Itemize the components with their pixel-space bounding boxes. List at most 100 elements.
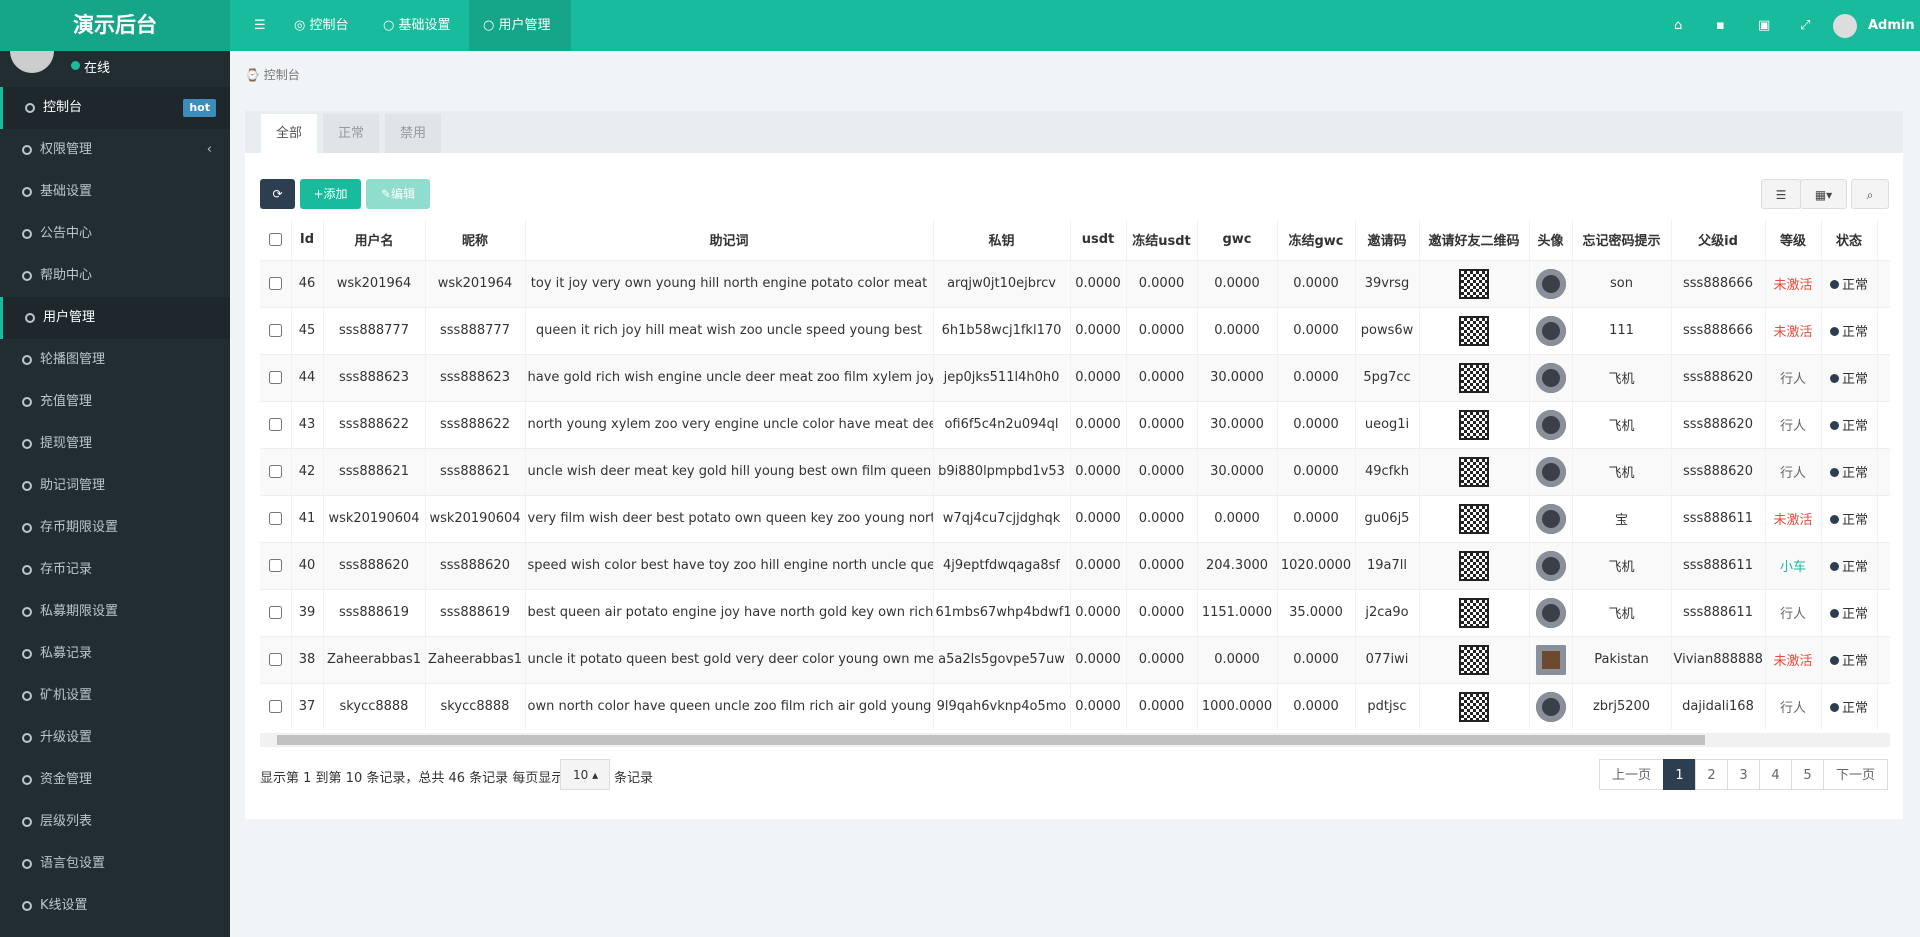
cell: 40: [291, 542, 324, 590]
columns-button[interactable]: ☰: [1761, 179, 1801, 209]
qr-code: [1459, 409, 1489, 440]
menu-item[interactable]: 控制台 hot: [0, 87, 230, 129]
export-button[interactable]: ▦▾: [1800, 179, 1847, 209]
menu-item[interactable]: 语言包设置: [0, 843, 230, 885]
cell: [1419, 307, 1530, 355]
qr-code: [1459, 315, 1489, 346]
menu-item[interactable]: 帮助中心: [0, 255, 230, 297]
cell: 0.0000: [1197, 307, 1278, 355]
page-button[interactable]: 下一页: [1823, 759, 1888, 790]
fullscreen-icon[interactable]: ⤢: [1800, 18, 1811, 33]
cell-text: best queen air potato engine joy have no…: [527, 605, 933, 620]
nav-tab[interactable]: ○ 基础设置: [383, 18, 451, 33]
status-text: 正常: [1841, 372, 1868, 387]
row-checkbox[interactable]: [269, 464, 283, 478]
menu-item[interactable]: 公告中心: [0, 213, 230, 255]
cell: j2ca9o: [1355, 589, 1420, 637]
cell: sss888619: [323, 589, 426, 637]
row-checkbox[interactable]: [269, 232, 283, 246]
menu-item[interactable]: 私募期限设置: [0, 591, 230, 633]
row-checkbox[interactable]: [269, 652, 283, 666]
cell-text: sss888611: [1683, 605, 1753, 620]
cell-text: 19a7ll: [1366, 558, 1407, 573]
menu-item[interactable]: 矿机设置: [0, 675, 230, 717]
menu-toggle[interactable]: ☰: [254, 18, 266, 33]
cell-text: ueog1i: [1364, 417, 1410, 432]
menu-item[interactable]: K线设置: [0, 885, 230, 927]
row-checkbox[interactable]: [269, 605, 283, 619]
cell: sss888621: [323, 448, 426, 496]
cell: 0.0000: [1277, 401, 1356, 449]
logo[interactable]: 演示后台: [0, 0, 230, 51]
cell: 0.0000: [1126, 260, 1198, 308]
page-button[interactable]: 5: [1791, 759, 1824, 790]
menu-item[interactable]: 助记词管理: [0, 465, 230, 507]
menu-label: 存币记录: [40, 562, 93, 577]
row-checkbox[interactable]: [269, 276, 283, 290]
trash-icon[interactable]: ▪: [1716, 18, 1725, 33]
menu-item[interactable]: 存币记录: [0, 549, 230, 591]
menu-item[interactable]: 存币期限设置: [0, 507, 230, 549]
lang-icon[interactable]: ▣: [1758, 18, 1771, 33]
row-checkbox[interactable]: [269, 699, 283, 713]
add-button[interactable]: +添加: [300, 179, 361, 209]
user-avatar[interactable]: [1833, 14, 1857, 38]
cell: sss888611: [1671, 495, 1766, 543]
cell: 0.0000: [1070, 260, 1127, 308]
cell-text: 0.0000: [1075, 558, 1121, 573]
row-checkbox[interactable]: [269, 511, 283, 525]
cell-text: sss888620: [440, 558, 510, 573]
menu-item[interactable]: 权限管理 ‹: [0, 129, 230, 171]
page-size-select[interactable]: 10 ▴: [560, 759, 610, 790]
header-cell: 私钥: [933, 220, 1071, 261]
status-text: 正常: [1841, 607, 1868, 622]
menu-item[interactable]: 充值管理: [0, 381, 230, 423]
header-cell: 忘记密码提示: [1572, 220, 1672, 261]
breadcrumb[interactable]: ⌚ 控制台: [245, 68, 300, 82]
cell-text: 39: [298, 605, 316, 620]
row-checkbox[interactable]: [269, 417, 283, 431]
nav-tab[interactable]: ○ 用户管理: [469, 0, 571, 51]
menu-item[interactable]: 资金管理: [0, 759, 230, 801]
menu-icon: [22, 691, 32, 701]
page-button[interactable]: 3: [1727, 759, 1760, 790]
search-button[interactable]: ⌕: [1851, 179, 1889, 209]
home-icon[interactable]: ⌂: [1674, 18, 1683, 33]
page-button[interactable]: 2: [1695, 759, 1728, 790]
menu-item[interactable]: 提现管理: [0, 423, 230, 465]
nav-tab[interactable]: ◎ 控制台: [294, 18, 349, 33]
scrollbar[interactable]: [260, 733, 1890, 747]
cell: [260, 307, 292, 355]
scroll-thumb[interactable]: [277, 735, 1705, 745]
tab[interactable]: 全部: [261, 114, 317, 153]
row-checkbox[interactable]: [269, 370, 283, 384]
page-button[interactable]: 1: [1663, 759, 1696, 790]
avatar: [1535, 315, 1566, 346]
refresh-button[interactable]: ⟳: [260, 179, 295, 209]
menu-label: 层级列表: [40, 814, 93, 829]
cell: ofi6f5c4n2u094ql: [933, 401, 1071, 449]
menu-icon: [22, 901, 32, 911]
tab[interactable]: 正常: [323, 114, 379, 153]
menu-item[interactable]: 基础设置: [0, 171, 230, 213]
header-cell: 昵称: [425, 220, 526, 261]
edit-button[interactable]: ✎编辑: [366, 179, 430, 209]
cell: 42: [291, 448, 324, 496]
cell: arqjw0jt10ejbrcv: [933, 260, 1071, 308]
menu-icon: [22, 733, 32, 743]
cell-text: 0.0000: [1075, 323, 1121, 338]
menu-icon: [22, 565, 32, 575]
row-checkbox[interactable]: [269, 558, 283, 572]
cell-text: 0.0000: [1214, 323, 1260, 338]
menu-item[interactable]: 层级列表: [0, 801, 230, 843]
user-name[interactable]: Admin: [1868, 18, 1915, 33]
menu-item[interactable]: 私募记录: [0, 633, 230, 675]
page-button[interactable]: 4: [1759, 759, 1792, 790]
menu-item[interactable]: 轮播图管理: [0, 339, 230, 381]
menu-item[interactable]: 升级设置: [0, 717, 230, 759]
table-row: 45 sss888777 sss888777 queen it rich joy hi…: [260, 307, 1890, 355]
tab[interactable]: 禁用: [385, 114, 441, 153]
page-button[interactable]: 上一页: [1599, 759, 1664, 790]
row-checkbox[interactable]: [269, 323, 283, 337]
menu-item[interactable]: 用户管理: [0, 297, 230, 339]
